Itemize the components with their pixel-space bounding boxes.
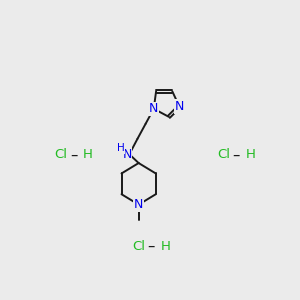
Text: H: H <box>161 240 171 253</box>
Text: N: N <box>149 102 158 115</box>
Text: Cl: Cl <box>218 148 230 161</box>
Text: H: H <box>246 148 256 161</box>
Text: N: N <box>134 198 143 211</box>
Text: Cl: Cl <box>133 240 146 253</box>
Text: N: N <box>122 148 132 161</box>
Text: H: H <box>83 148 93 161</box>
Text: –: – <box>232 148 240 163</box>
Text: Cl: Cl <box>55 148 68 161</box>
Text: –: – <box>70 148 77 163</box>
Text: H: H <box>117 143 124 154</box>
Text: –: – <box>148 239 155 254</box>
Text: N: N <box>175 100 184 113</box>
